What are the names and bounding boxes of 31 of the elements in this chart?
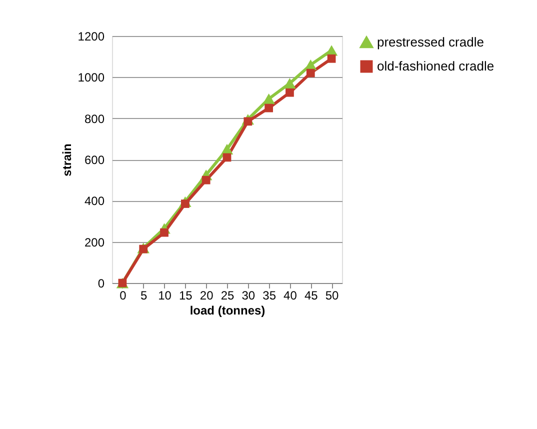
point <box>222 153 232 162</box>
x-tick-label: 40 <box>284 288 298 302</box>
x-tick-label: 35 <box>262 288 276 302</box>
y-tick-label: 600 <box>84 153 105 167</box>
y-tick-label: 200 <box>84 235 105 250</box>
x-tick-label: 15 <box>179 288 193 302</box>
legend-label: prestressed cradle <box>377 34 484 50</box>
point <box>160 228 168 237</box>
legend-label: old-fashioned cradle <box>377 58 494 74</box>
point <box>262 93 275 104</box>
x-tick-label: 25 <box>220 288 234 302</box>
point <box>264 104 273 112</box>
x-tick-label: 50 <box>325 288 340 302</box>
point <box>202 176 210 184</box>
y-axis-title: strain <box>60 144 74 176</box>
point <box>327 54 336 63</box>
point <box>306 68 315 78</box>
x-tick-label: 0 <box>120 288 127 302</box>
y-tick-label: 800 <box>84 112 105 126</box>
x-tick-label: 45 <box>304 288 318 302</box>
y-tick-label: 1000 <box>78 70 105 85</box>
y-tick-label: 1200 <box>78 30 105 44</box>
x-tick-label: 5 <box>140 288 148 302</box>
x-tick-label: 10 <box>158 288 172 302</box>
y-tick-label: 0 <box>98 276 105 290</box>
x-tick-label: 20 <box>200 288 214 302</box>
point <box>284 78 296 89</box>
x-axis-title: load (tonnes) <box>190 304 266 318</box>
y-tick-label: 400 <box>84 194 105 208</box>
point <box>286 88 294 97</box>
x-tick-label: 30 <box>242 288 256 302</box>
